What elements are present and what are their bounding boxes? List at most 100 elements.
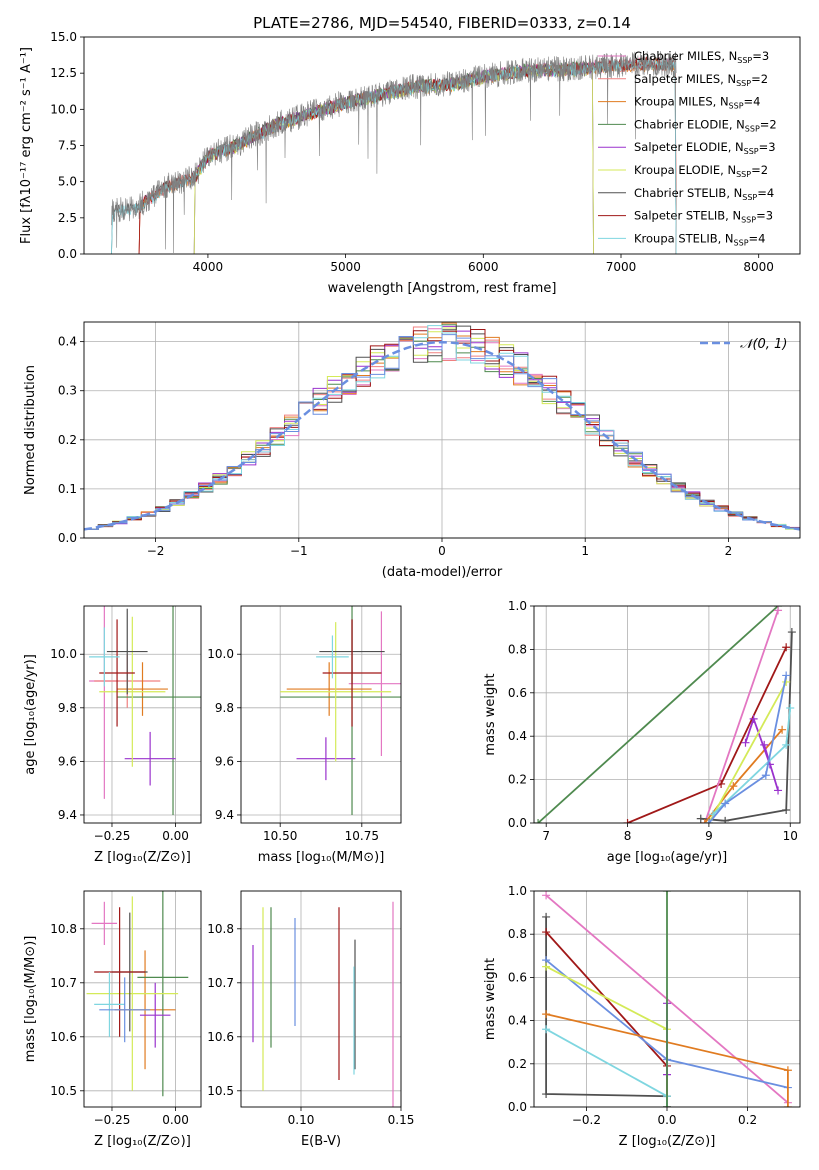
plus-marker	[700, 819, 709, 823]
axes-frame	[83, 36, 801, 255]
legend-entry: Salpeter ELODIE, NSSP=3	[634, 140, 776, 156]
plus-marker	[663, 1103, 671, 1107]
axes-frame	[83, 890, 202, 1108]
mass-weight-line	[708, 681, 787, 823]
x-axis-label: wavelength [Angstrom, rest frame]	[328, 281, 557, 296]
legend: Chabrier MILES, NSSP=3 Salpeter MILES, NS…	[598, 49, 777, 247]
x-tick-label: 10	[783, 829, 798, 843]
plus-marker	[749, 714, 758, 723]
x-tick-label: 0.2	[738, 1113, 757, 1127]
plot-area-mass-vs-z	[86, 891, 189, 1097]
y-tick-label: 0.6	[508, 970, 527, 984]
axes-age-vs-z: −0.25 0.00 9.4 9.6 9.8 10.0 Z [log₁₀(Z/Z⊙)] age…	[23, 605, 202, 865]
y-tick-label: 0.6	[508, 686, 527, 700]
y-tick-label: 0.8	[508, 642, 527, 656]
y-tick-label: 10.0	[207, 647, 234, 661]
y-tick-label: 10.8	[207, 922, 234, 936]
legend-subscript: SSP	[729, 102, 744, 111]
y-tick-label: 0.0	[508, 1100, 527, 1114]
y-axis-label: Flux [fλ10⁻¹⁷ erg cm⁻² s⁻¹ A⁻¹]	[19, 47, 34, 244]
y-tick-label: 0.2	[508, 1057, 527, 1071]
legend-entry: Salpeter MILES, NSSP=2	[634, 72, 768, 88]
plot-area-age-vs-z	[89, 606, 201, 815]
axes-frame	[240, 890, 402, 1108]
y-tick-label: 0.0	[58, 247, 77, 261]
plus-marker	[542, 928, 551, 937]
mass-weight-line	[545, 965, 668, 1030]
plus-marker	[778, 725, 787, 734]
y-tick-label: 9.6	[58, 754, 77, 768]
plus-marker	[721, 816, 730, 823]
y-tick-label: 9.8	[215, 701, 234, 715]
y-tick-label: 10.0	[50, 102, 77, 116]
legend-entry: 𝒩(0, 1)	[740, 337, 787, 352]
plus-marker	[729, 782, 738, 791]
x-axis-label: E(B-V)	[301, 1134, 341, 1149]
x-axis-label: age [log₁₀(age/yr)]	[607, 850, 728, 865]
y-tick-label: 9.6	[215, 754, 234, 768]
y-tick-label: 12.5	[50, 66, 77, 80]
x-tick-label: 10.75	[345, 829, 379, 843]
x-tick-label: 0.00	[162, 829, 189, 843]
y-tick-label: 0.4	[58, 335, 77, 349]
y-tick-label: 10.0	[50, 647, 77, 661]
y-tick-label: 15.0	[50, 30, 77, 44]
plus-marker	[774, 786, 783, 795]
x-tick-label: 0.15	[388, 1113, 415, 1127]
y-tick-label: 10.6	[207, 1030, 234, 1044]
x-axis-label: (data-model)/error	[382, 565, 503, 580]
x-tick-label: 0.10	[288, 1113, 315, 1127]
legend-entry: Chabrier ELODIE, NSSP=2	[634, 117, 777, 133]
y-tick-label: 1.0	[508, 884, 527, 898]
y-tick-label: 2.5	[58, 211, 77, 225]
x-tick-label: 8000	[743, 260, 774, 274]
residual-histogram	[84, 325, 800, 530]
legend-entry: Kroupa MILES, NSSP=4	[634, 95, 760, 111]
x-axis-label: Z [log₁₀(Z/Z⊙)]	[619, 1134, 716, 1149]
plus-marker	[787, 628, 796, 637]
legend-value: =2	[760, 117, 777, 131]
normal-curve	[84, 340, 800, 531]
y-tick-label: 0.0	[508, 816, 527, 830]
axes-frame	[83, 605, 202, 824]
plot-area-age-vs-mass	[280, 606, 401, 815]
y-tick-label: 7.5	[58, 139, 77, 153]
legend-subscript: SSP	[737, 56, 752, 65]
y-tick-label: 9.8	[58, 701, 77, 715]
plus-marker	[774, 606, 783, 615]
legend-subscript: SSP	[744, 147, 759, 156]
legend-value: =3	[756, 209, 773, 223]
legend-subscript: SSP	[734, 238, 749, 247]
legend-entry: Chabrier STELIB, NSSP=4	[634, 186, 774, 202]
x-axis-label: mass [log₁₀(M/M⊙)]	[258, 850, 385, 865]
y-tick-label: 9.4	[58, 808, 77, 822]
legend-value: =2	[751, 72, 768, 86]
plus-marker	[786, 703, 795, 712]
mass-weight-line	[703, 610, 779, 823]
axes-frame	[533, 890, 801, 1108]
axes-residuals: −2 −1 0 1 2 0.0 0.1 0.2 0.3 0.4 (data-model)/error…	[23, 321, 801, 580]
legend-value: =3	[759, 140, 776, 154]
y-tick-label: 0.4	[508, 729, 527, 743]
mass-weight-line	[545, 916, 668, 1107]
axes-frame	[533, 605, 801, 824]
plus-marker	[663, 891, 671, 895]
axes-mass-weight-vs-age: 7 8 9 10 0.0 0.2 0.4 0.6 0.8 1.0 age [log₁₀(age/yr…	[483, 599, 801, 865]
y-tick-label: 0.4	[508, 1014, 527, 1028]
plot-area-mass-weight-vs-age	[534, 606, 796, 823]
axes-frame	[83, 321, 801, 539]
x-tick-label: 1	[581, 544, 589, 558]
y-tick-label: 0.1	[58, 482, 77, 496]
y-tick-label: 5.0	[58, 175, 77, 189]
y-axis-label: mass weight	[483, 958, 498, 1040]
axes-mass-vs-ebv: 0.10 0.15 10.5 10.6 10.7 10.8 E(B-V)	[207, 890, 415, 1149]
y-tick-label: 0.8	[508, 927, 527, 941]
axes-mass-weight-vs-z: −0.2 0.0 0.2 0.0 0.2 0.4 0.6 0.8 1.0 Z [log₁₀(Z/Z…	[483, 884, 801, 1149]
axes-mass-vs-z: −0.25 0.00 10.5 10.6 10.7 10.8 Z [log₁₀(Z/Z⊙)]…	[23, 890, 202, 1149]
legend-subscript: SSP	[736, 79, 751, 88]
plus-marker	[761, 771, 770, 780]
plus-marker	[542, 891, 551, 900]
axes-age-vs-mass: 10.50 10.75 9.4 9.6 9.8 10.0 mass [log₁₀(M/M⊙)…	[207, 605, 402, 865]
plot-area-mass-weight-vs-z	[542, 891, 792, 1107]
